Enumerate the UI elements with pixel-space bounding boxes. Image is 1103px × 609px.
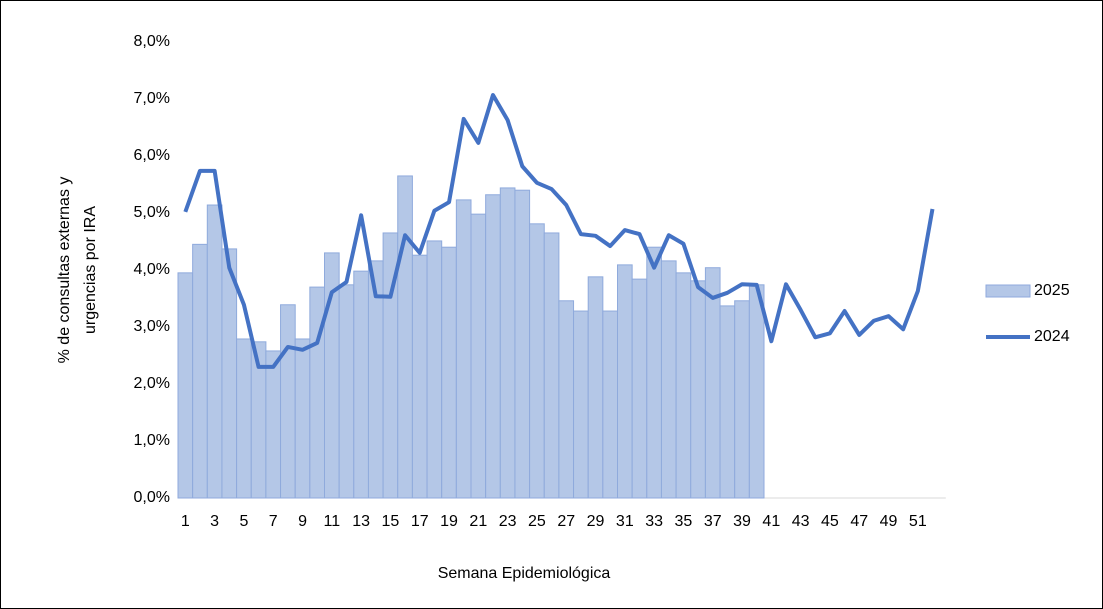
x-tick-label: 39	[733, 513, 751, 530]
x-tick-label: 5	[239, 513, 248, 530]
x-tick-label: 7	[269, 513, 278, 530]
bar	[587, 276, 604, 499]
bar	[177, 272, 194, 499]
legend-swatch	[985, 284, 1031, 298]
bar	[265, 350, 282, 499]
y-tick-label: 3,0%	[134, 318, 170, 335]
x-tick-label: 21	[469, 513, 487, 530]
x-tick-label: 47	[850, 513, 868, 530]
bar	[602, 310, 618, 499]
y-axis-title-line: urgencias por IRA	[82, 206, 99, 334]
x-tick-label: 31	[616, 513, 634, 530]
bar	[221, 248, 238, 499]
x-tick-label: 23	[499, 513, 517, 530]
bar	[617, 264, 633, 499]
x-tick-label: 41	[762, 513, 780, 530]
y-tick-label: 6,0%	[134, 147, 170, 164]
x-tick-label: 1	[181, 513, 190, 530]
bar	[441, 246, 457, 499]
x-axis-title: Semana Epidemiológica	[438, 565, 611, 582]
bar	[397, 175, 413, 499]
x-tick-label: 43	[792, 513, 810, 530]
x-tick-label: 17	[411, 513, 429, 530]
bar	[573, 310, 589, 499]
x-tick-label: 37	[704, 513, 722, 530]
x-tick-label: 3	[210, 513, 219, 530]
x-tick-label: 45	[821, 513, 839, 530]
bar	[646, 246, 662, 499]
bar	[192, 243, 208, 499]
bar	[294, 338, 311, 499]
bar	[353, 270, 369, 499]
bar	[558, 300, 575, 499]
x-tick-label: 9	[298, 513, 307, 530]
y-tick-label: 5,0%	[134, 204, 170, 221]
bar	[704, 267, 721, 499]
bar	[455, 199, 472, 499]
bar	[206, 204, 223, 499]
bar	[675, 272, 692, 499]
x-tick-label: 27	[557, 513, 575, 530]
y-tick-label: 2,0%	[134, 375, 170, 392]
y-tick-label: 7,0%	[134, 90, 170, 107]
bar	[690, 280, 706, 499]
y-tick-label: 8,0%	[134, 33, 170, 50]
bar	[411, 254, 428, 499]
bar	[426, 240, 443, 499]
x-tick-label: 19	[440, 513, 458, 530]
x-tick-label: 29	[587, 513, 605, 530]
bar	[748, 284, 765, 499]
bar	[514, 189, 531, 499]
bar	[719, 305, 736, 499]
bar	[280, 304, 296, 499]
bar	[529, 223, 545, 499]
x-tick-label: 15	[382, 513, 400, 530]
bar	[734, 300, 750, 499]
x-tick-label: 33	[645, 513, 663, 530]
x-tick-label: 11	[324, 513, 341, 530]
bar	[631, 278, 648, 499]
bar	[499, 187, 516, 499]
y-axis-title: % de consultas externas y urgencias por …	[56, 177, 99, 364]
x-tick-label: 49	[880, 513, 898, 530]
x-tick-label: 25	[528, 513, 546, 530]
bar	[236, 338, 252, 499]
x-tick-label: 35	[675, 513, 693, 530]
y-axis-title-line: % de consultas externas y	[56, 177, 73, 364]
x-tick-label: 13	[352, 513, 370, 530]
bar	[660, 260, 677, 499]
bar	[470, 213, 487, 499]
bar	[543, 232, 560, 499]
y-tick-label: 1,0%	[134, 432, 170, 449]
y-tick-label: 0,0%	[134, 489, 170, 506]
legend-label: 2025	[1034, 282, 1070, 299]
bar	[485, 194, 501, 499]
x-tick-label: 51	[909, 513, 927, 530]
legend-label: 2024	[1034, 328, 1070, 345]
line	[183, 93, 935, 369]
bar	[338, 284, 355, 499]
y-tick-label: 4,0%	[134, 261, 170, 278]
